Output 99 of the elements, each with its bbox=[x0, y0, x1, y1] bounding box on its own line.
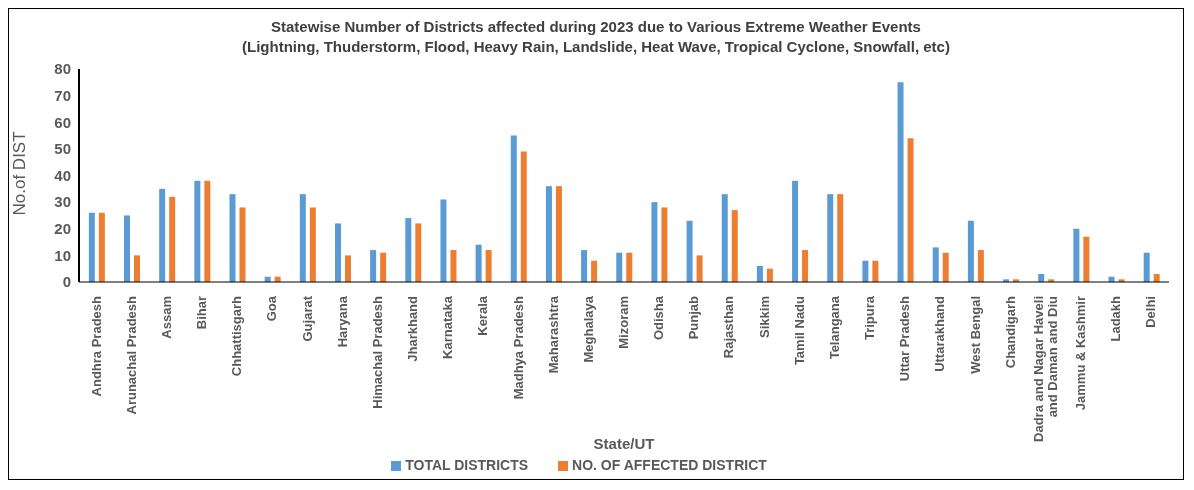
y-tick-label: 10 bbox=[54, 246, 71, 264]
bar bbox=[239, 207, 246, 282]
bar bbox=[405, 218, 412, 282]
bar bbox=[415, 223, 422, 282]
bar bbox=[194, 180, 201, 282]
x-axis-title: State/UT bbox=[593, 435, 655, 452]
x-tick-label: Karnataka bbox=[440, 295, 456, 359]
x-tick-label: Uttarakhand bbox=[932, 295, 948, 372]
x-tick-label: Mizoram bbox=[616, 296, 631, 349]
bar bbox=[802, 250, 809, 282]
bar bbox=[942, 252, 949, 282]
bar bbox=[721, 194, 728, 282]
y-tick-label: 40 bbox=[54, 166, 71, 184]
bar bbox=[651, 202, 658, 282]
chart-subtitle: (Lightning, Thuderstorm, Flood, Heavy Rain, Landslide, Heat Wave, Tropical Cyclone, Snowfall, etc) bbox=[241, 37, 951, 57]
x-tick-label: Chandigarh bbox=[1002, 295, 1018, 369]
x-tick-label: Punjab bbox=[686, 295, 702, 340]
bar bbox=[204, 180, 211, 282]
bar bbox=[344, 255, 351, 282]
bar bbox=[837, 194, 844, 282]
legend-label: NO. OF AFFECTED DISTRICT bbox=[572, 457, 767, 473]
bar bbox=[124, 215, 131, 282]
y-tick-label: 20 bbox=[54, 220, 71, 238]
bar bbox=[309, 207, 316, 282]
bar bbox=[475, 244, 482, 282]
bar bbox=[555, 186, 562, 282]
x-tick-label: Goa bbox=[264, 295, 280, 322]
bar bbox=[1143, 252, 1150, 282]
bar bbox=[545, 186, 552, 282]
legend-label: TOTAL DISTRICTS bbox=[405, 457, 529, 473]
y-tick-label: 0 bbox=[62, 273, 71, 291]
y-axis-title: No.of DIST bbox=[10, 131, 30, 216]
bar bbox=[581, 250, 588, 282]
bar bbox=[661, 207, 668, 282]
x-tick-label: Bihar bbox=[194, 296, 210, 330]
bar bbox=[686, 220, 693, 282]
bar bbox=[485, 250, 492, 282]
bar bbox=[731, 210, 738, 282]
x-tick-label: Himachal Pradesh bbox=[369, 295, 385, 409]
x-tick-label: Meghalaya bbox=[580, 295, 596, 363]
x-tick-label: Telangana bbox=[826, 295, 842, 360]
bar bbox=[520, 151, 527, 282]
x-tick-label: Arunachal Pradesh bbox=[123, 295, 139, 415]
x-tick-label: Rajasthan bbox=[721, 295, 737, 359]
bar bbox=[334, 223, 341, 282]
x-tick-label: Tripura bbox=[862, 295, 878, 341]
bar bbox=[88, 212, 95, 282]
y-tick-label: 80 bbox=[54, 60, 71, 78]
bar bbox=[932, 247, 939, 282]
bar bbox=[440, 199, 447, 282]
x-tick-label: Andhra Pradesh bbox=[88, 295, 104, 397]
x-tick-label: Assam bbox=[158, 296, 174, 339]
bar bbox=[872, 260, 879, 282]
bar bbox=[1073, 228, 1080, 282]
bar bbox=[134, 255, 141, 282]
bar bbox=[766, 268, 773, 282]
x-tick-label: Dadra and Nagar Haveli and Daman and Diu bbox=[1030, 295, 1060, 442]
bar bbox=[967, 220, 974, 282]
bar bbox=[977, 250, 984, 282]
bar bbox=[616, 252, 623, 282]
bar bbox=[696, 255, 703, 282]
x-tick-label: Uttar Pradesh bbox=[897, 295, 913, 382]
x-tick-label: Chhattisgarh bbox=[229, 295, 245, 377]
x-tick-label: West Bengal bbox=[967, 296, 983, 374]
x-tick-label: Haryana bbox=[334, 295, 350, 348]
bar bbox=[792, 180, 799, 282]
bar bbox=[299, 194, 306, 282]
bar bbox=[907, 138, 914, 282]
x-tick-label: Jammu & Kashmir bbox=[1073, 296, 1089, 411]
bar bbox=[1083, 236, 1090, 282]
y-tick-label: 30 bbox=[54, 193, 71, 211]
chart-title: Statewise Number of Districts affected during 2023 due to Various Extreme Weather Events bbox=[270, 17, 922, 37]
x-tick-label: Gujarat bbox=[299, 295, 315, 342]
bar bbox=[591, 260, 598, 282]
x-tick-label: Maharashtra bbox=[545, 295, 561, 374]
bar bbox=[169, 196, 176, 282]
x-tick-label: Madhya Pradesh bbox=[510, 295, 526, 400]
x-tick-label: Sikkim bbox=[756, 296, 772, 338]
x-tick-label: Kerala bbox=[475, 295, 491, 336]
y-tick-label: 50 bbox=[54, 140, 71, 158]
y-tick-label: 60 bbox=[54, 113, 71, 131]
bar bbox=[897, 82, 904, 282]
x-tick-label: Tamil Nadu bbox=[791, 295, 807, 366]
bar bbox=[98, 212, 105, 282]
x-tick-label: Ladakh bbox=[1108, 295, 1124, 342]
bar bbox=[159, 188, 166, 282]
bar bbox=[450, 250, 457, 282]
bar bbox=[756, 266, 763, 282]
bar bbox=[827, 194, 834, 282]
x-tick-label: Jharkhand bbox=[405, 295, 421, 362]
bar bbox=[380, 252, 387, 282]
bar bbox=[510, 135, 517, 282]
bar bbox=[370, 250, 377, 282]
bar bbox=[626, 252, 633, 282]
x-tick-label: Odisha bbox=[651, 295, 667, 341]
bar bbox=[862, 260, 869, 282]
x-tick-label: Delhi bbox=[1143, 296, 1159, 328]
y-tick-label: 70 bbox=[54, 86, 71, 104]
bar bbox=[229, 194, 236, 282]
